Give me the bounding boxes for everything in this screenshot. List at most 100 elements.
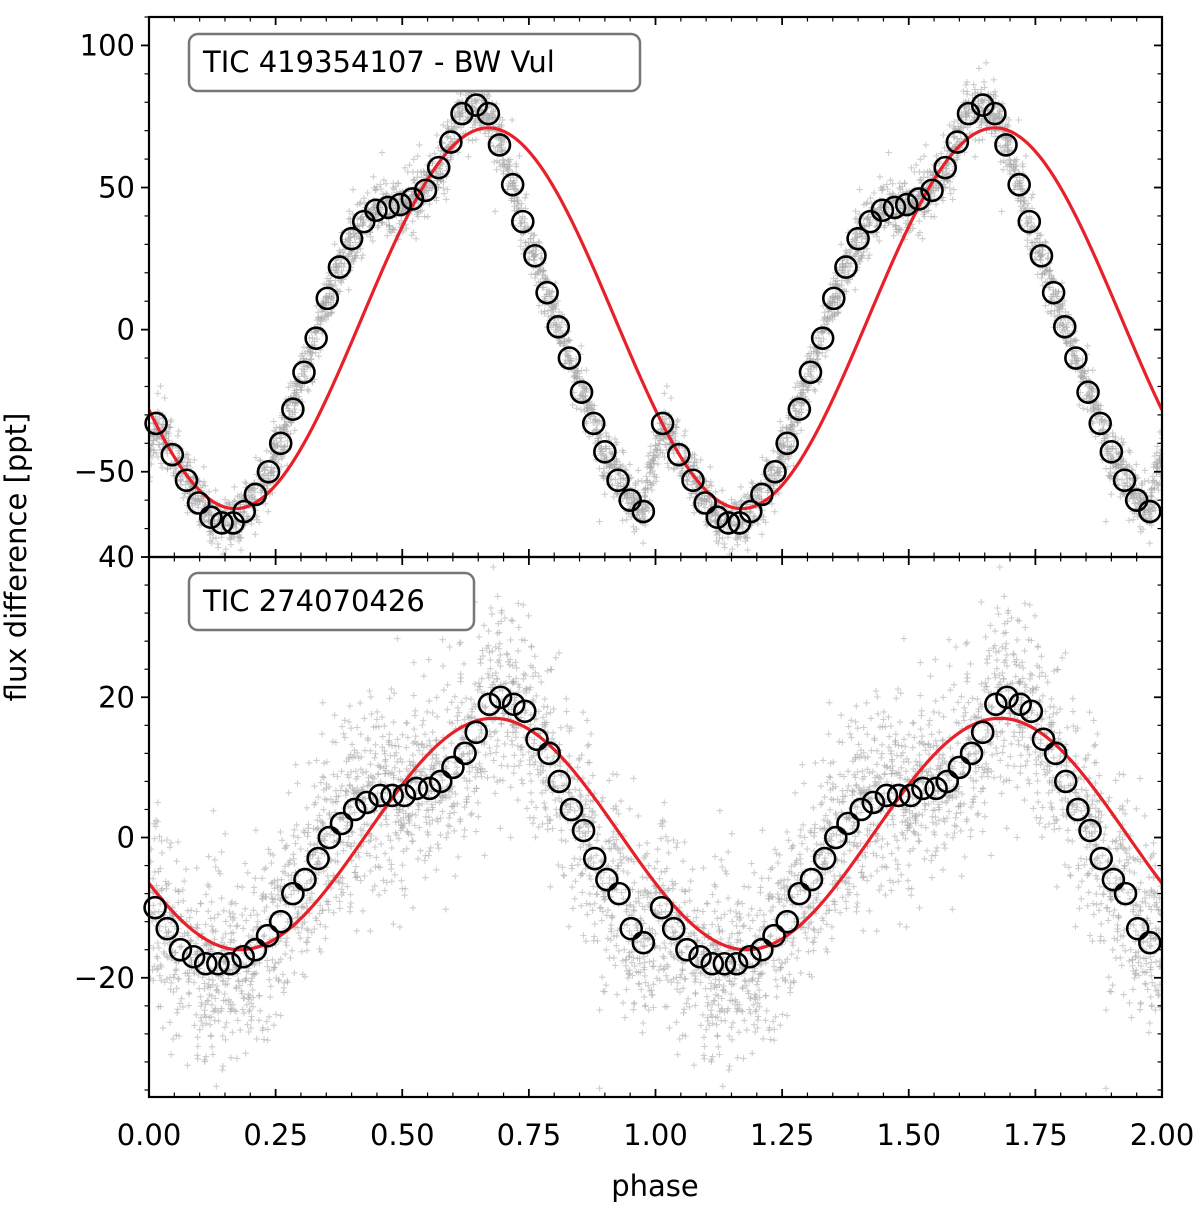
top-raw-point: [916, 218, 923, 225]
top-raw-point: [424, 213, 431, 220]
top-raw-point: [491, 158, 498, 166]
top-raw-point: [864, 199, 871, 206]
top-raw-point: [852, 215, 859, 223]
top-raw-point: [581, 383, 589, 390]
top-raw-point: [535, 238, 542, 245]
top-y-tick-label: −50: [74, 455, 135, 489]
top-raw-point: [1109, 429, 1116, 437]
top-raw-point: [938, 150, 945, 157]
top-raw-point: [1118, 435, 1125, 442]
top-raw-point: [770, 447, 777, 454]
top-raw-point: [742, 538, 749, 545]
top-raw-point: [932, 201, 940, 208]
top-raw-point: [971, 153, 979, 160]
top-raw-point: [189, 502, 196, 510]
top-raw-point: [517, 237, 525, 244]
top-raw-point: [349, 186, 357, 193]
top-raw-point: [602, 452, 609, 460]
top-raw-point: [631, 498, 638, 505]
top-raw-point: [569, 401, 576, 409]
top-raw-point: [890, 232, 897, 239]
top-raw-point: [1156, 428, 1162, 436]
top-raw-point: [528, 249, 535, 256]
top-raw-point: [655, 440, 662, 447]
top-raw-point: [221, 496, 229, 503]
top-raw-point: [1093, 415, 1101, 422]
top-raw-point: [227, 541, 235, 548]
top-raw-point: [640, 540, 647, 547]
top-raw-point: [980, 78, 988, 86]
top-raw-point: [356, 200, 363, 207]
top-raw-point: [371, 184, 378, 191]
top-raw-point: [729, 546, 736, 553]
top-raw-point: [885, 149, 892, 156]
top-raw-point: [611, 435, 619, 442]
top-raw-point: [516, 214, 524, 222]
top-raw-point: [263, 447, 270, 454]
top-panel-title: TIC 419354107 - BW Vul: [202, 45, 555, 79]
top-raw-point: [1137, 528, 1144, 535]
top-raw-point: [235, 538, 243, 545]
top-raw-point: [513, 163, 520, 170]
top-raw-point: [999, 166, 1007, 173]
top-raw-point: [284, 443, 291, 450]
top-raw-point: [782, 456, 789, 463]
top-raw-point: [231, 497, 239, 504]
top-raw-point: [950, 186, 957, 193]
top-raw-point: [1014, 178, 1021, 185]
top-raw-point: [737, 483, 745, 491]
top-raw-point: [619, 517, 626, 524]
top-raw-point: [360, 195, 368, 202]
top-raw-point: [418, 207, 426, 214]
top-raw-point: [958, 123, 965, 130]
top-raw-point: [919, 235, 926, 242]
top-raw-point: [1023, 214, 1030, 222]
top-raw-point: [167, 418, 174, 425]
top-raw-point: [744, 491, 751, 498]
top-raw-point: [686, 494, 693, 501]
top-raw-point: [990, 76, 997, 83]
top-raw-point: [931, 213, 938, 220]
top-raw-point: [670, 466, 678, 473]
top-raw-point: [573, 355, 580, 363]
top-raw-point: [925, 207, 932, 214]
top-raw-point: [357, 199, 364, 206]
top-raw-point: [1038, 274, 1045, 282]
top-raw-point: [1024, 243, 1031, 250]
top-raw-point: [1024, 237, 1031, 244]
top-raw-point: [406, 161, 413, 169]
top-raw-point: [440, 121, 447, 129]
top-raw-point: [315, 353, 322, 360]
top-raw-point: [372, 187, 379, 194]
top-raw-point: [878, 187, 886, 194]
top-raw-point: [164, 466, 171, 473]
top-raw-point: [997, 158, 1004, 166]
top-raw-point: [877, 184, 885, 191]
top-raw-point: [665, 464, 672, 471]
top-raw-point: [444, 186, 451, 193]
top-raw-point: [529, 247, 536, 255]
top-raw-point: [291, 427, 298, 434]
top-raw-point: [1022, 152, 1030, 160]
top-raw-point: [728, 496, 735, 503]
top-raw-point: [465, 153, 472, 160]
top-raw-point: [518, 200, 525, 207]
top-raw-point: [516, 152, 523, 160]
top-raw-point: [202, 482, 209, 489]
top-raw-point: [695, 502, 703, 510]
top-y-tick-label: 100: [80, 28, 135, 62]
top-raw-point: [380, 176, 388, 184]
top-raw-point: [1084, 342, 1091, 350]
top-raw-point: [975, 65, 983, 72]
top-raw-point: [218, 534, 225, 541]
top-raw-point: [1044, 308, 1052, 316]
top-raw-point: [521, 194, 529, 201]
top-raw-point: [1104, 433, 1112, 441]
top-raw-point: [867, 195, 874, 202]
top-raw-point: [1034, 249, 1042, 256]
top-raw-point: [289, 382, 296, 389]
top-raw-point: [1042, 238, 1049, 245]
top-raw-point: [670, 450, 678, 457]
top-raw-point: [681, 432, 688, 439]
top-raw-point: [1079, 355, 1086, 363]
